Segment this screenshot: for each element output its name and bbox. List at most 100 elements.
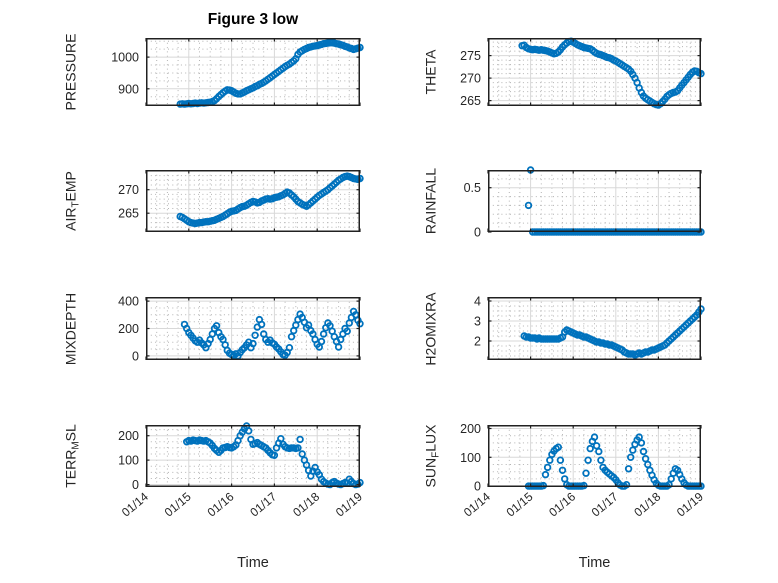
data-markers — [176, 39, 364, 108]
ylabel-terr-msl: TERRMSL — [63, 424, 82, 488]
ylabel-theta: THETA — [423, 50, 442, 95]
y-tick-label: 2 — [474, 335, 481, 349]
y-tick-label: 200 — [460, 422, 481, 436]
plot-area-theta: 265 270 275 — [460, 37, 705, 109]
plot-area-rainfall: 00.5 — [464, 166, 705, 240]
plot-area-h2omixra: 2 3 4 — [474, 295, 705, 360]
x-tick-label: 01/15 — [162, 489, 194, 519]
y-tick-label: 4 — [474, 295, 481, 309]
x-tick-label: 01/17 — [589, 489, 621, 519]
tick-marks — [145, 297, 361, 360]
tick-marks — [145, 38, 361, 106]
y-tick-labels: 2 3 4 — [474, 295, 481, 349]
ylabel-sun-flux: SUNFLUX — [423, 425, 442, 488]
ylabel-text-post: LUX — [422, 424, 439, 452]
ylabel-text: THETA — [422, 49, 439, 95]
x-tick-label: 01/14 — [461, 489, 493, 519]
y-tick-label: 100 — [460, 451, 481, 465]
y-tick-labels: 0 200 400 — [118, 295, 139, 364]
subplot-sun-flux: SUNFLUX 0 100 200 01/14 01/15 01/16 01/17 01/18… — [423, 422, 707, 520]
y-tick-label: 100 — [118, 454, 139, 468]
plot-area-pressure: 900 1000 — [111, 38, 364, 108]
x-tick-labels: 01/14 01/15 01/16 01/17 01/18 01/19 — [461, 489, 706, 519]
subplot-rainfall: RAINFALL 0 0.5 — [423, 166, 705, 240]
y-tick-labels: 265 270 275 — [460, 49, 481, 108]
ylabel-subscript: T — [70, 201, 82, 208]
axes-box — [488, 297, 701, 360]
x-tick-label: 01/16 — [205, 489, 237, 519]
x-tick-label: 01/15 — [504, 489, 536, 519]
ylabel-text: RAINFALL — [422, 167, 439, 235]
plot-area-air-temp: 265 270 — [118, 170, 364, 232]
data-markers — [518, 37, 705, 109]
data-markers — [183, 422, 364, 489]
ylabel-text-post: EMP — [62, 171, 79, 202]
major-grid — [488, 170, 701, 232]
minor-grid — [146, 38, 360, 106]
y-tick-labels: 265 270 — [118, 183, 139, 221]
data-markers — [520, 305, 705, 359]
axes-box — [488, 170, 701, 232]
x-tick-label: 01/18 — [631, 489, 663, 519]
xlabel-time-left: Time — [237, 555, 269, 571]
ylabel-mixdepth: MIXDEPTH — [63, 292, 82, 364]
axes-box — [146, 38, 360, 106]
ylabel-subscript: F — [430, 451, 442, 458]
y-tick-label: 1000 — [111, 51, 139, 65]
ylabel-rainfall: RAINFALL — [423, 168, 442, 234]
data-markers — [524, 433, 705, 490]
y-tick-label: 270 — [118, 183, 139, 197]
tick-marks — [487, 38, 702, 106]
y-tick-label: 270 — [460, 72, 481, 86]
y-tick-label: 3 — [474, 315, 481, 329]
figure-title: Figure 3 low — [207, 11, 299, 28]
major-grid — [146, 297, 360, 360]
plot-area-mixdepth: 0 200 400 — [118, 295, 364, 363]
axes-box — [488, 38, 701, 106]
x-tick-labels: 01/14 01/15 01/16 01/17 01/18 01/19 — [119, 489, 365, 519]
subplot-theta: THETA 265 270 275 — [423, 37, 705, 109]
ylabel-text: AIR — [62, 207, 79, 231]
data-markers — [176, 172, 364, 228]
minor-grid — [488, 170, 701, 232]
tick-marks — [487, 170, 702, 233]
major-grid — [146, 425, 360, 487]
plot-area-sun-flux: 0 100 200 01/14 01/15 01/16 01/17 01/18 01/19 — [460, 422, 706, 520]
x-tick-label: 01/14 — [119, 489, 151, 519]
ylabel-text: PRESSURE — [62, 33, 79, 111]
major-grid — [146, 38, 360, 106]
subplot-terr-msl: TERRMSL 0 100 200 01/14 01/15 01/16 01/17 01/18… — [63, 422, 365, 520]
y-tick-label: 0 — [132, 478, 139, 492]
major-grid — [488, 425, 701, 487]
minor-grid — [146, 425, 360, 487]
y-tick-label: 0 — [474, 480, 481, 494]
ylabel-subscript: M — [70, 441, 82, 450]
subplot-air-temp: AIRTEMP 265 270 — [63, 170, 364, 232]
x-tick-label: 01/19 — [674, 489, 706, 519]
subplot-pressure: PRESSURE 900 1000 — [63, 33, 364, 111]
y-tick-label: 900 — [118, 82, 139, 96]
ylabel-pressure: PRESSURE — [63, 33, 82, 110]
ylabel-air-temp: AIRTEMP — [63, 171, 82, 231]
ylabel-text: MIXDEPTH — [62, 292, 79, 365]
axes-box — [146, 170, 360, 232]
plot-area-terr-msl: 0 100 200 01/14 01/15 01/16 01/17 01/18 01/19 — [118, 422, 365, 520]
y-tick-label: 400 — [118, 295, 139, 309]
axes-box — [146, 425, 360, 487]
y-tick-label: 200 — [118, 322, 139, 336]
y-tick-labels: 0 100 200 — [118, 429, 139, 492]
y-tick-label: 275 — [460, 49, 481, 63]
tick-marks — [145, 170, 361, 232]
x-tick-label: 01/16 — [546, 489, 578, 519]
y-tick-label: 265 — [460, 94, 481, 108]
ylabel-text-post: SL — [62, 424, 79, 442]
minor-grid — [488, 297, 701, 360]
data-markers — [524, 166, 705, 236]
y-tick-label: 265 — [118, 207, 139, 221]
ylabel-text: TERR — [62, 449, 79, 488]
subplot-h2omixra: H2OMIXRA 2 3 4 — [423, 292, 705, 365]
y-tick-label: 0 — [132, 349, 139, 363]
tick-marks — [487, 425, 702, 487]
subplot-mixdepth: MIXDEPTH 0 200 400 — [63, 292, 364, 365]
